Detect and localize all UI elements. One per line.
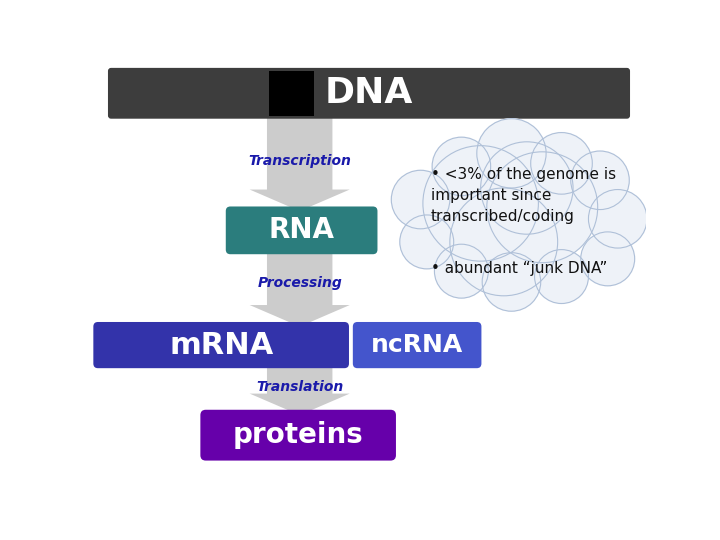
Polygon shape — [250, 117, 350, 211]
Text: • <3% of the genome is
important since
transcribed/coding: • <3% of the genome is important since t… — [431, 167, 616, 224]
FancyBboxPatch shape — [353, 322, 482, 368]
Circle shape — [477, 119, 546, 188]
Text: Translation: Translation — [256, 380, 343, 394]
Circle shape — [588, 190, 647, 248]
FancyBboxPatch shape — [269, 71, 314, 116]
Circle shape — [482, 253, 541, 311]
Text: Transcription: Transcription — [248, 154, 351, 168]
Circle shape — [432, 137, 490, 195]
FancyBboxPatch shape — [200, 410, 396, 461]
Circle shape — [423, 146, 539, 261]
Circle shape — [581, 232, 634, 286]
Circle shape — [487, 152, 598, 262]
Circle shape — [531, 132, 593, 194]
Text: proteins: proteins — [233, 421, 364, 449]
FancyBboxPatch shape — [108, 68, 630, 119]
Circle shape — [434, 244, 488, 298]
FancyBboxPatch shape — [226, 206, 377, 254]
Circle shape — [450, 188, 558, 296]
Text: RNA: RNA — [269, 217, 335, 244]
Polygon shape — [250, 361, 350, 415]
Text: DNA: DNA — [325, 76, 413, 110]
Circle shape — [392, 170, 450, 229]
Polygon shape — [250, 249, 350, 327]
Text: Processing: Processing — [257, 276, 342, 289]
Circle shape — [534, 249, 588, 303]
FancyBboxPatch shape — [94, 322, 349, 368]
Text: ncRNA: ncRNA — [371, 333, 463, 357]
Text: mRNA: mRNA — [169, 330, 274, 360]
Circle shape — [400, 215, 454, 269]
Circle shape — [571, 151, 629, 210]
Text: • abundant “junk DNA”: • abundant “junk DNA” — [431, 261, 607, 276]
Circle shape — [481, 142, 573, 234]
